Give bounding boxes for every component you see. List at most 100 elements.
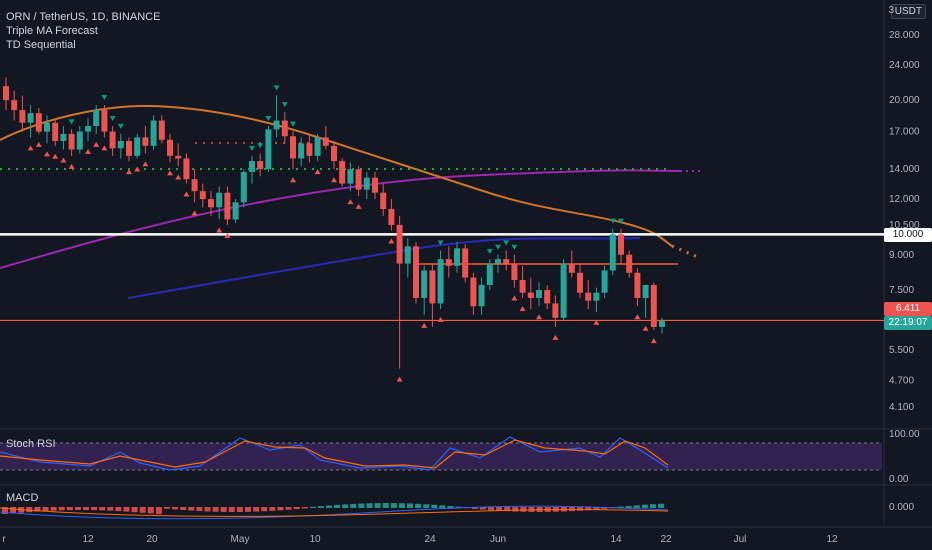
td-buy-marker bbox=[249, 145, 255, 151]
td-buy-marker bbox=[503, 240, 510, 246]
time-tick-label: 22 bbox=[660, 534, 672, 545]
td-sell-marker bbox=[191, 210, 198, 216]
macd-histogram-bar bbox=[601, 507, 608, 509]
price-tick-label: 9.000 bbox=[889, 250, 914, 261]
candle-body bbox=[478, 284, 485, 307]
macd-histogram-bar bbox=[172, 507, 179, 510]
macd-histogram-bar bbox=[366, 503, 373, 508]
candle-body bbox=[527, 292, 534, 298]
symbol-title[interactable]: ORN / TetherUS, 1D, BINANCE bbox=[6, 11, 161, 23]
macd-histogram-bar bbox=[261, 507, 268, 512]
currency-badge[interactable]: USDT bbox=[890, 4, 926, 19]
macd-histogram-bar bbox=[180, 507, 187, 511]
td-buy-marker bbox=[437, 240, 444, 246]
macd-histogram-bar bbox=[431, 504, 438, 508]
candle-body bbox=[306, 143, 313, 156]
td-sell-marker bbox=[290, 177, 296, 183]
td-buy-marker bbox=[109, 116, 116, 122]
macd-histogram-bar bbox=[220, 507, 227, 512]
td-buy-marker bbox=[257, 143, 264, 149]
candle-body bbox=[642, 284, 649, 298]
candle-body bbox=[322, 137, 329, 146]
time-tick-label: 10 bbox=[309, 534, 321, 545]
macd-histogram-bar bbox=[334, 504, 341, 508]
candle-body bbox=[454, 248, 460, 266]
td-buy-marker bbox=[101, 95, 108, 101]
td-buy-marker bbox=[495, 244, 501, 250]
candle-body bbox=[568, 263, 575, 273]
td-sell-marker bbox=[175, 174, 182, 180]
macd-histogram-bar bbox=[139, 507, 146, 513]
macd-histogram-bar bbox=[212, 507, 219, 512]
td-sell-marker bbox=[60, 157, 67, 163]
macd-histogram-bar bbox=[164, 507, 170, 509]
candle-body bbox=[27, 113, 34, 123]
td-buy-marker bbox=[486, 249, 493, 255]
candle-body bbox=[560, 263, 567, 318]
candle-body bbox=[355, 169, 362, 190]
candle-body bbox=[232, 202, 239, 220]
candle-body bbox=[634, 272, 641, 298]
td-sell-marker bbox=[519, 305, 526, 311]
candle-body bbox=[659, 320, 665, 327]
candle-body bbox=[404, 246, 411, 264]
price-tick-label: 14.000 bbox=[889, 164, 920, 175]
macd-histogram-bar bbox=[2, 507, 8, 514]
candle-body bbox=[44, 122, 50, 132]
candle-body bbox=[281, 120, 288, 137]
macd-histogram-bar bbox=[285, 507, 292, 510]
indicator-triple-ma[interactable]: Triple MA Forecast bbox=[6, 25, 98, 37]
stoch-rsi-label[interactable]: Stoch RSI bbox=[6, 438, 56, 450]
price-tick-label: 4.100 bbox=[889, 402, 914, 413]
macd-histogram-bar bbox=[504, 507, 511, 512]
macd-histogram-bar bbox=[658, 503, 665, 508]
td-buy-marker bbox=[290, 121, 296, 127]
td-sell-marker bbox=[331, 177, 337, 183]
candle-body bbox=[76, 131, 83, 150]
macd-histogram-bar bbox=[155, 507, 162, 515]
macd-signal-line bbox=[0, 507, 669, 517]
macd-label[interactable]: MACD bbox=[6, 492, 39, 504]
macd-histogram-bar bbox=[350, 503, 357, 508]
time-tick-label: 20 bbox=[146, 534, 158, 545]
candle-body bbox=[257, 161, 264, 170]
td-buy-marker bbox=[618, 218, 624, 224]
candle-body bbox=[503, 259, 510, 264]
candle-body bbox=[314, 137, 321, 156]
candle-body bbox=[265, 129, 272, 170]
macd-histogram-bar bbox=[99, 507, 106, 511]
candle-body bbox=[19, 110, 26, 123]
macd-tick-label: 0.000 bbox=[889, 502, 914, 513]
macd-histogram-bar bbox=[326, 505, 332, 508]
candle-body bbox=[208, 199, 214, 208]
candle-body bbox=[421, 270, 428, 298]
macd-line bbox=[0, 505, 669, 520]
candle-body bbox=[101, 110, 108, 132]
price-tick-label: 24.000 bbox=[889, 60, 920, 71]
td-sell-marker bbox=[437, 317, 444, 323]
price-tick-label: 12.000 bbox=[889, 194, 920, 205]
td-sell-marker bbox=[183, 191, 190, 197]
macd-histogram-bar bbox=[34, 507, 41, 512]
td-sell-marker bbox=[167, 170, 173, 176]
macd-histogram-bar bbox=[617, 506, 624, 508]
td-sell-marker bbox=[101, 145, 108, 151]
macd-histogram-bar bbox=[147, 507, 154, 514]
macd-histogram-bar bbox=[107, 507, 114, 511]
candle-body bbox=[618, 234, 624, 255]
candle-body bbox=[388, 208, 395, 225]
macd-histogram-bar bbox=[10, 507, 17, 514]
macd-histogram-bar bbox=[74, 507, 81, 511]
candle-body bbox=[3, 86, 9, 101]
candle-body bbox=[35, 113, 42, 132]
ma-blue-line bbox=[127, 237, 641, 299]
td-sell-marker bbox=[396, 376, 403, 382]
macd-histogram-bar bbox=[236, 507, 243, 512]
td-sell-marker bbox=[216, 227, 223, 233]
macd-histogram-bar bbox=[577, 507, 584, 511]
indicator-td-sequential[interactable]: TD Sequential bbox=[6, 39, 76, 51]
candle-body bbox=[85, 126, 91, 132]
macd-histogram-bar bbox=[593, 507, 600, 510]
candle-body bbox=[93, 110, 100, 127]
